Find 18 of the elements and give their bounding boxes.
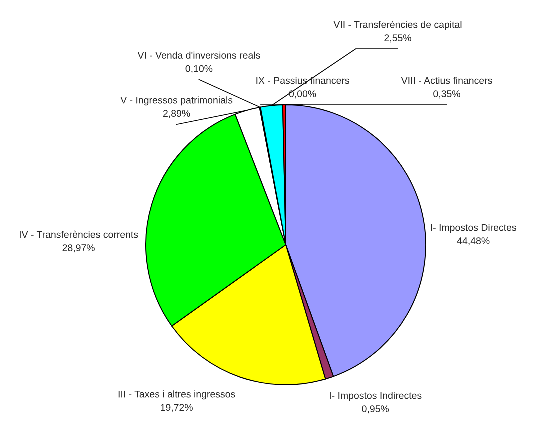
slice-label: IV - Transferències corrents (20, 230, 138, 238)
text: 0,00% (289, 90, 316, 99)
data-label: 28,97% (62, 244, 95, 253)
slice-label: VI - Venda d'inversions reals (138, 52, 260, 59)
slice-label: V - Ingressos patrimonials (120, 96, 233, 106)
slice-label: I- Impostos Indirectes (330, 392, 422, 402)
data-label: 44,48% (457, 238, 490, 246)
category-label: IX - Passius financers (256, 77, 350, 84)
slice-label: VIII - Actius financers (401, 77, 492, 84)
slice-label: III - Taxes i altres ingressos (118, 390, 236, 400)
data-label: 0,95% (362, 406, 390, 414)
data-label: 0,35% (434, 90, 460, 99)
data-label: 2,89% (164, 110, 190, 118)
data-label: 0,10% (186, 65, 213, 74)
slice-label: VII - Transferències de capital (334, 20, 462, 30)
slice-label: I- Impostos Directes (431, 224, 516, 234)
data-label: 19,72% (161, 404, 193, 412)
data-label: 2,55% (384, 34, 412, 43)
